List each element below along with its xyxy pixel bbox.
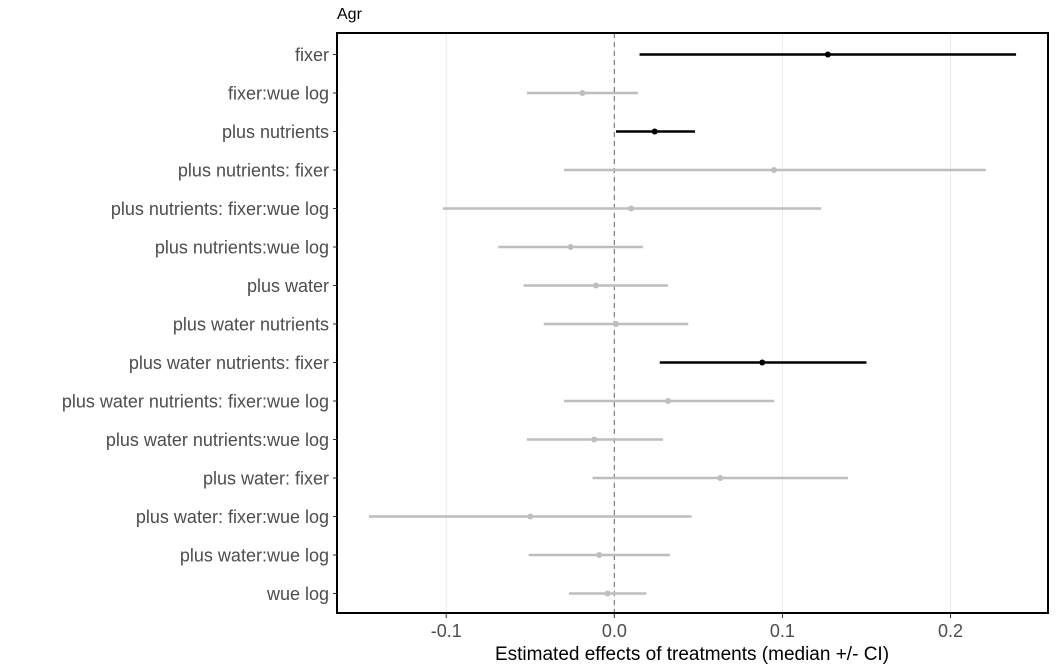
y-tick-label: plus water nutrients <box>173 315 329 335</box>
y-tick-label: plus water nutrients: fixer:wue log <box>62 392 329 412</box>
x-tick-label: 0.2 <box>938 621 963 641</box>
y-tick-label: plus nutrients <box>222 122 329 142</box>
y-tick-label: plus water <box>247 276 329 296</box>
x-tick-label: 0.1 <box>770 621 795 641</box>
median-point <box>651 128 658 135</box>
chart-title: Agr <box>337 6 363 23</box>
y-axis: fixer fixer:wue log plus nutrients plus nut… <box>62 45 337 604</box>
y-tick-label: plus water: fixer <box>203 469 329 489</box>
median-point <box>824 51 831 58</box>
median-point <box>771 167 778 173</box>
median-point <box>579 90 586 96</box>
y-tick-label: plus water:wue log <box>180 546 329 566</box>
x-tick-label: 0.0 <box>602 621 627 641</box>
panel-border <box>336 32 1049 614</box>
y-tick-label: fixer:wue log <box>228 84 329 104</box>
median-point <box>628 205 635 212</box>
median-point <box>665 398 672 404</box>
median-point <box>591 436 598 443</box>
median-point <box>759 359 766 366</box>
median-point <box>604 590 611 597</box>
median-point <box>613 321 620 327</box>
x-axis-title: Estimated effects of treatments (median … <box>495 644 889 665</box>
y-tick-label: plus water nutrients:wue log <box>106 430 329 450</box>
median-point <box>567 244 574 250</box>
median-point <box>527 513 534 520</box>
y-tick-label: fixer <box>295 45 329 65</box>
y-tick-label: plus water nutrients: fixer <box>129 353 329 373</box>
y-tick-label: wue log <box>266 584 329 604</box>
y-tick-label: plus nutrients: fixer:wue log <box>111 199 329 219</box>
median-points <box>527 51 831 597</box>
median-point <box>717 475 724 481</box>
grid-lines <box>445 33 952 613</box>
median-point <box>596 552 603 558</box>
y-tick-label: plus nutrients:wue log <box>155 238 329 258</box>
x-axis: -0.1 0.0 0.1 0.2 <box>431 613 963 641</box>
y-tick-label: plus water: fixer:wue log <box>136 507 329 527</box>
median-point <box>592 282 599 289</box>
confidence-intervals <box>368 53 1017 595</box>
x-tick-label: -0.1 <box>431 621 462 641</box>
y-tick-label: plus nutrients: fixer <box>178 161 329 181</box>
